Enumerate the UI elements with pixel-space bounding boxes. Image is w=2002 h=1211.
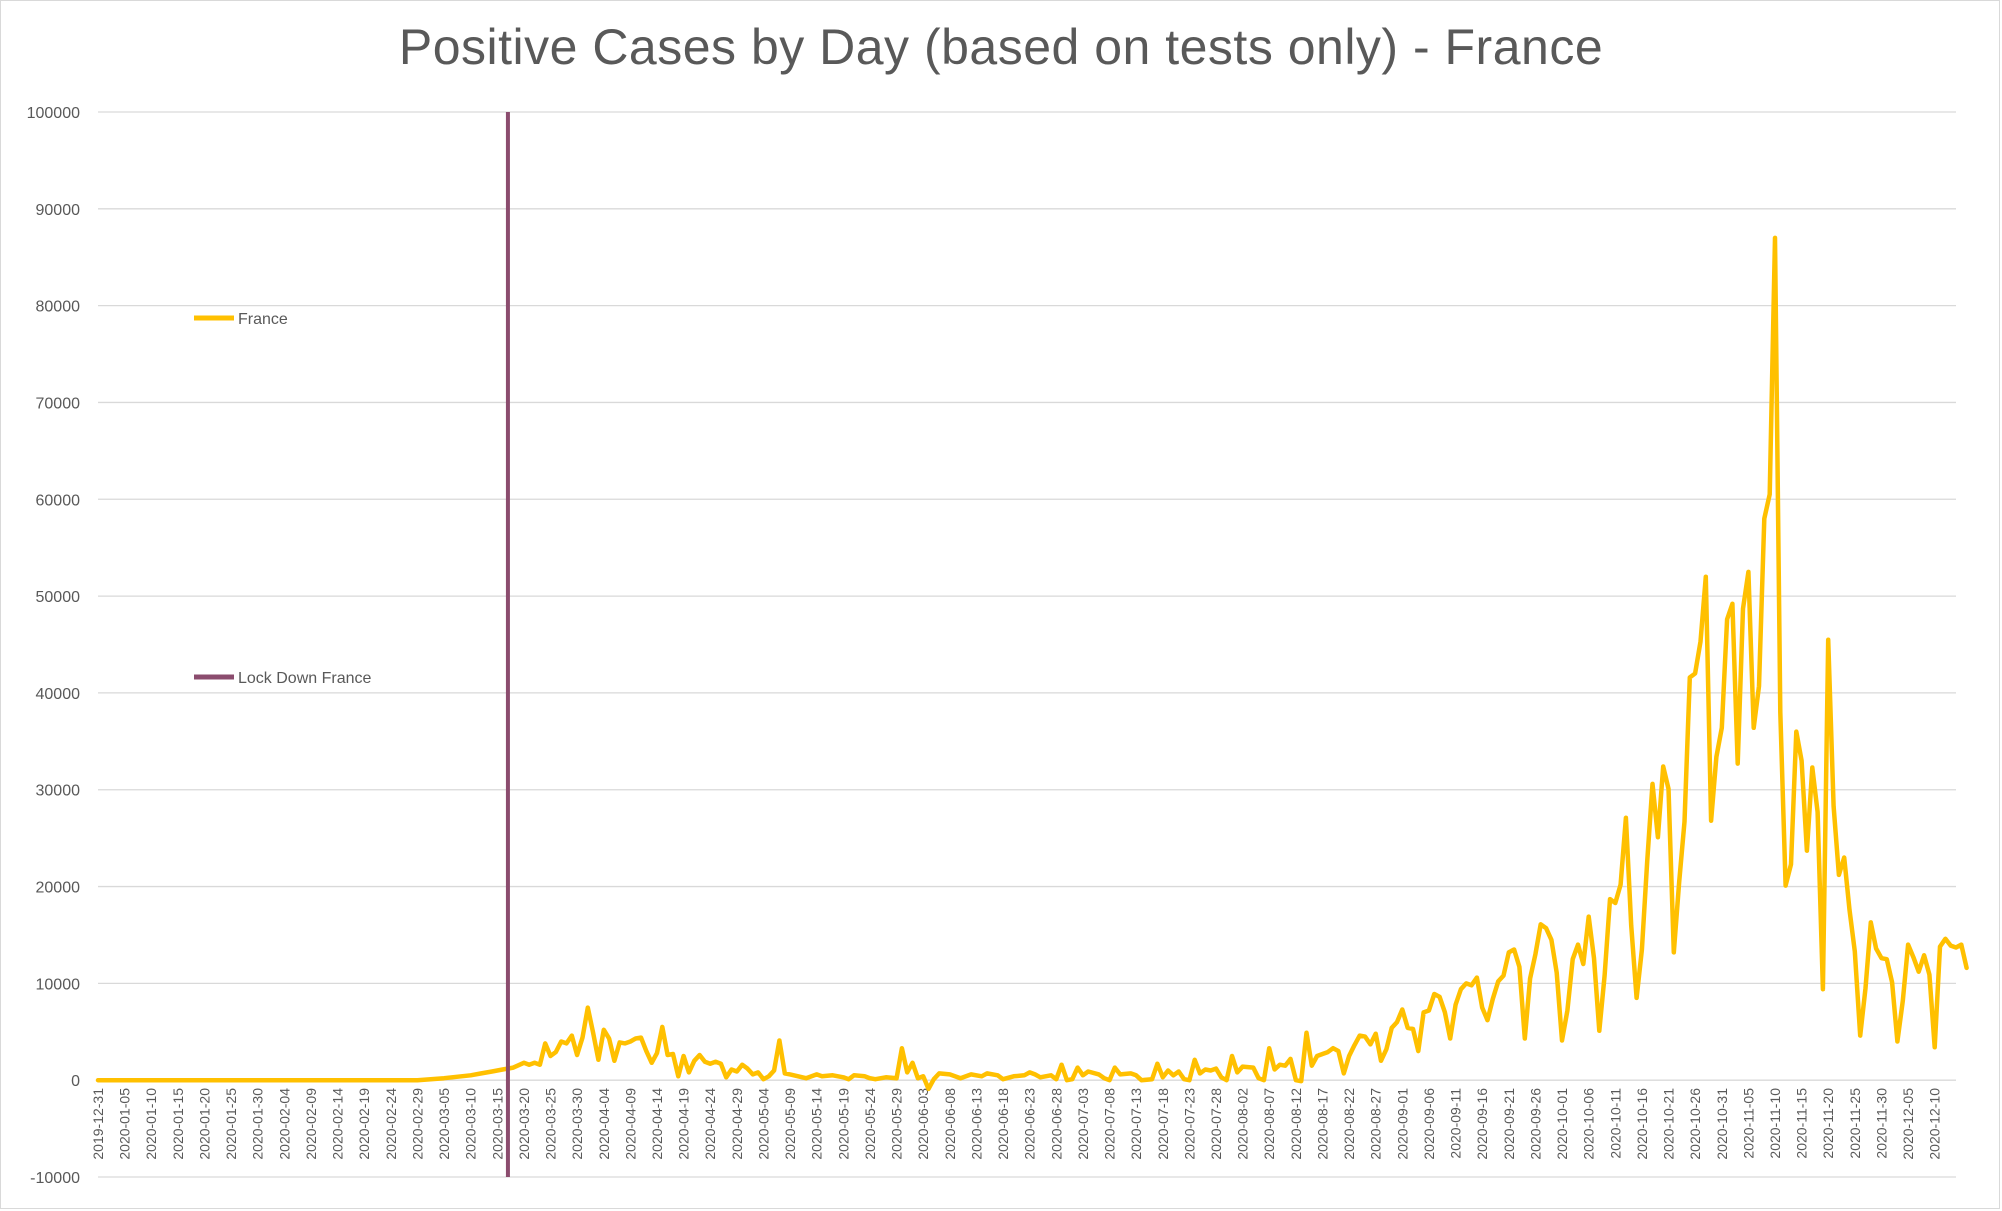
x-tick-label: 2019-12-31: [90, 1088, 106, 1160]
x-tick-label: 2020-11-20: [1820, 1088, 1836, 1159]
x-tick-label: 2020-05-29: [889, 1088, 905, 1160]
x-tick-label: 2020-03-30: [569, 1088, 585, 1160]
x-tick-label: 2020-06-08: [942, 1088, 958, 1160]
x-tick-label: 2020-09-01: [1394, 1088, 1410, 1160]
x-tick-label: 2020-11-25: [1847, 1088, 1863, 1159]
x-tick-label: 2020-02-04: [276, 1088, 292, 1160]
x-tick-label: 2020-04-14: [649, 1088, 665, 1160]
series-layer: [95, 112, 1969, 1177]
y-tick-label: -10000: [30, 1170, 80, 1187]
x-axis-ticks: 2019-12-31 2020-01-05 2020-01-10 2020-01-15…: [90, 1088, 1943, 1160]
x-tick-label: 2020-08-22: [1341, 1088, 1357, 1160]
x-tick-label: 2020-05-04: [755, 1088, 771, 1160]
x-tick-label: 2020-06-03: [915, 1088, 931, 1160]
x-tick-label: 2020-11-15: [1794, 1088, 1810, 1159]
x-tick-label: 2020-05-14: [809, 1088, 825, 1160]
y-tick-label: 50000: [36, 589, 81, 606]
x-tick-label: 2020-04-04: [596, 1088, 612, 1160]
y-tick-label: 0: [71, 1073, 80, 1090]
x-tick-label: 2020-08-07: [1261, 1088, 1277, 1160]
x-tick-label: 2020-03-25: [543, 1088, 559, 1160]
x-tick-label: 2020-02-14: [330, 1088, 346, 1160]
x-tick-label: 2020-10-11: [1607, 1088, 1623, 1159]
legend-label: Lock Down France: [238, 670, 371, 687]
x-tick-label: 2020-04-19: [676, 1088, 692, 1160]
x-tick-label: 2020-04-29: [729, 1088, 745, 1160]
x-tick-label: 2020-04-09: [622, 1088, 638, 1160]
x-tick-label: 2020-09-26: [1527, 1088, 1543, 1160]
y-tick-label: 70000: [36, 395, 81, 412]
x-tick-label: 2020-03-05: [436, 1088, 452, 1160]
x-tick-label: 2020-10-26: [1687, 1088, 1703, 1160]
x-tick-label: 2020-07-18: [1155, 1088, 1171, 1160]
y-tick-label: 30000: [36, 783, 81, 800]
x-tick-label: 2020-07-23: [1181, 1088, 1197, 1160]
x-tick-label: 2020-06-28: [1048, 1088, 1064, 1160]
x-tick-label: 2020-05-19: [835, 1088, 851, 1160]
gridlines: [98, 111, 1956, 1178]
x-tick-label: 2020-07-08: [1102, 1088, 1118, 1160]
y-tick-label: 10000: [36, 976, 81, 993]
x-tick-label: 2020-01-10: [143, 1088, 159, 1160]
y-axis-ticks: -10000 0 10000 20000 30000 40000 50000 60000 700…: [27, 105, 80, 1187]
x-tick-label: 2020-11-30: [1873, 1088, 1889, 1159]
x-tick-label: 2020-11-05: [1740, 1088, 1756, 1159]
y-tick-label: 60000: [36, 492, 81, 509]
x-tick-label: 2020-09-21: [1501, 1088, 1517, 1160]
x-tick-label: 2020-09-16: [1474, 1088, 1490, 1160]
x-tick-label: 2020-02-24: [383, 1088, 399, 1160]
x-tick-label: 2020-03-10: [463, 1088, 479, 1160]
x-tick-label: 2020-02-19: [356, 1088, 372, 1160]
x-tick-label: 2020-06-13: [968, 1088, 984, 1160]
x-tick-label: 2020-08-17: [1314, 1088, 1330, 1160]
x-tick-label: 2020-02-29: [409, 1088, 425, 1160]
x-tick-label: 2020-01-15: [170, 1088, 186, 1160]
y-tick-label: 80000: [36, 299, 81, 316]
x-tick-label: 2020-08-27: [1368, 1088, 1384, 1160]
x-tick-label: 2020-01-05: [117, 1088, 133, 1160]
x-tick-label: 2020-02-09: [303, 1088, 319, 1160]
x-tick-label: 2020-05-09: [782, 1088, 798, 1160]
y-tick-label: 90000: [36, 202, 81, 219]
x-tick-label: 2020-04-24: [702, 1088, 718, 1160]
x-tick-label: 2020-09-06: [1421, 1088, 1437, 1160]
x-tick-label: 2020-12-10: [1927, 1088, 1943, 1160]
x-tick-label: 2020-07-03: [1075, 1088, 1091, 1160]
x-tick-label: 2020-08-02: [1235, 1088, 1251, 1160]
x-tick-label: 2020-01-25: [223, 1088, 239, 1160]
x-tick-label: 2020-10-06: [1581, 1088, 1597, 1160]
legend: France Lock Down France: [194, 311, 371, 687]
x-tick-label: 2020-09-11: [1448, 1088, 1464, 1159]
x-tick-label: 2020-06-23: [1022, 1088, 1038, 1160]
x-tick-label: 2020-10-31: [1714, 1088, 1730, 1160]
x-tick-label: 2020-11-10: [1767, 1088, 1783, 1159]
x-tick-label: 2020-07-28: [1208, 1088, 1224, 1160]
chart-title: Positive Cases by Day (based on tests on…: [398, 19, 1604, 75]
x-tick-label: 2020-10-16: [1634, 1088, 1650, 1160]
x-tick-label: 2020-03-15: [489, 1088, 505, 1160]
x-tick-label: 2020-10-21: [1661, 1088, 1677, 1160]
x-tick-label: 2020-10-01: [1554, 1088, 1570, 1160]
x-tick-label: 2020-05-24: [862, 1088, 878, 1160]
x-tick-label: 2020-06-18: [995, 1088, 1011, 1160]
y-tick-label: 40000: [36, 686, 81, 703]
x-tick-label: 2020-12-05: [1900, 1088, 1916, 1160]
x-tick-label: 2020-03-20: [516, 1088, 532, 1160]
y-tick-label: 100000: [27, 105, 80, 122]
legend-label: France: [238, 311, 288, 328]
y-tick-label: 20000: [36, 880, 81, 897]
x-tick-label: 2020-07-13: [1128, 1088, 1144, 1160]
x-tick-label: 2020-01-20: [196, 1088, 212, 1160]
x-tick-label: 2020-08-12: [1288, 1088, 1304, 1160]
x-tick-label: 2020-01-30: [250, 1088, 266, 1160]
series-line-france: [95, 235, 1969, 1092]
